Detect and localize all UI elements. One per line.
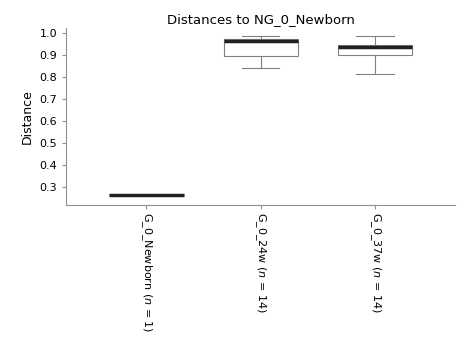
PathPatch shape	[224, 38, 298, 56]
PathPatch shape	[338, 45, 412, 55]
Title: Distances to NG_0_Newborn: Distances to NG_0_Newborn	[167, 13, 355, 26]
Y-axis label: Distance: Distance	[21, 89, 34, 144]
